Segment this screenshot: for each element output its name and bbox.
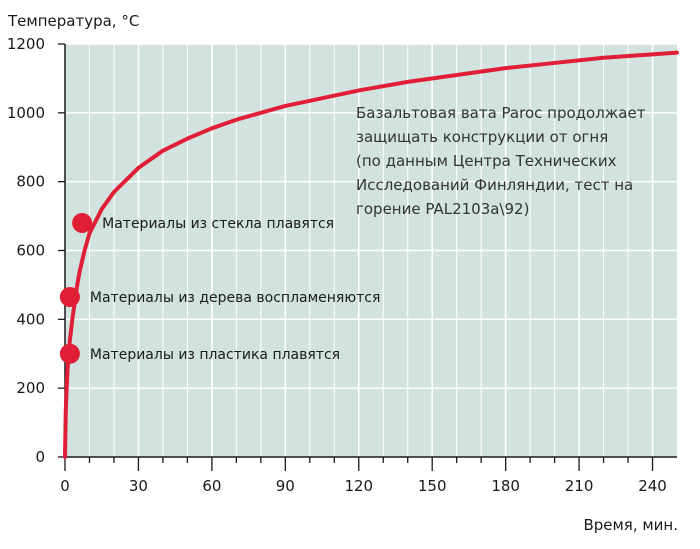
x-tick-label: 30 xyxy=(129,477,148,495)
x-tick-label: 90 xyxy=(276,477,295,495)
y-tick-label: 200 xyxy=(16,379,45,397)
note-line: Базальтовая вата Paroc продолжает xyxy=(356,104,646,122)
note-line: Исследований Финляндии, тест на xyxy=(356,176,633,194)
annotation-marker xyxy=(59,343,80,364)
x-tick-label: 150 xyxy=(418,477,447,495)
y-axis-title: Температура, °C xyxy=(7,12,139,30)
grid xyxy=(65,43,677,457)
x-tick-label: 180 xyxy=(491,477,520,495)
x-tick-label: 120 xyxy=(344,477,373,495)
note-line: горение PAL2103a\92) xyxy=(356,200,529,218)
annotation-label: Материалы из пластика плавятся xyxy=(90,347,340,363)
y-tick-labels: 0 200 400 600 800 1000 1200 xyxy=(7,35,65,466)
annotation-label: Материалы из дерева воспламеняются xyxy=(90,290,381,306)
x-tick-label: 210 xyxy=(565,477,594,495)
annotations: Материалы из пластика плавятся Материалы … xyxy=(59,212,381,364)
x-tick-label: 60 xyxy=(202,477,221,495)
y-tick-label: 800 xyxy=(16,173,45,191)
y-tick-label: 1200 xyxy=(7,35,45,53)
x-tick-label: 0 xyxy=(60,477,70,495)
x-tick-labels: 0 30 60 90 120 150 180 210 240 xyxy=(60,457,667,495)
note-line: защищать конструкции от огня xyxy=(356,128,608,146)
annotation-marker xyxy=(72,212,93,233)
temperature-curve xyxy=(63,50,679,459)
y-tick-label: 1000 xyxy=(7,104,45,122)
y-tick-label: 400 xyxy=(16,310,45,328)
x-axis-title: Время, мин. xyxy=(583,516,678,534)
annotation-marker xyxy=(59,286,80,307)
x-tick-label: 240 xyxy=(638,477,667,495)
annotation-label: Материалы из стекла плавятся xyxy=(102,216,334,232)
y-tick-label: 600 xyxy=(16,242,45,260)
note-line: (по данным Центра Технических xyxy=(356,152,617,170)
chart-note: Базальтовая вата Paroc продолжает защищат… xyxy=(356,104,646,218)
y-tick-label: 0 xyxy=(35,448,45,466)
